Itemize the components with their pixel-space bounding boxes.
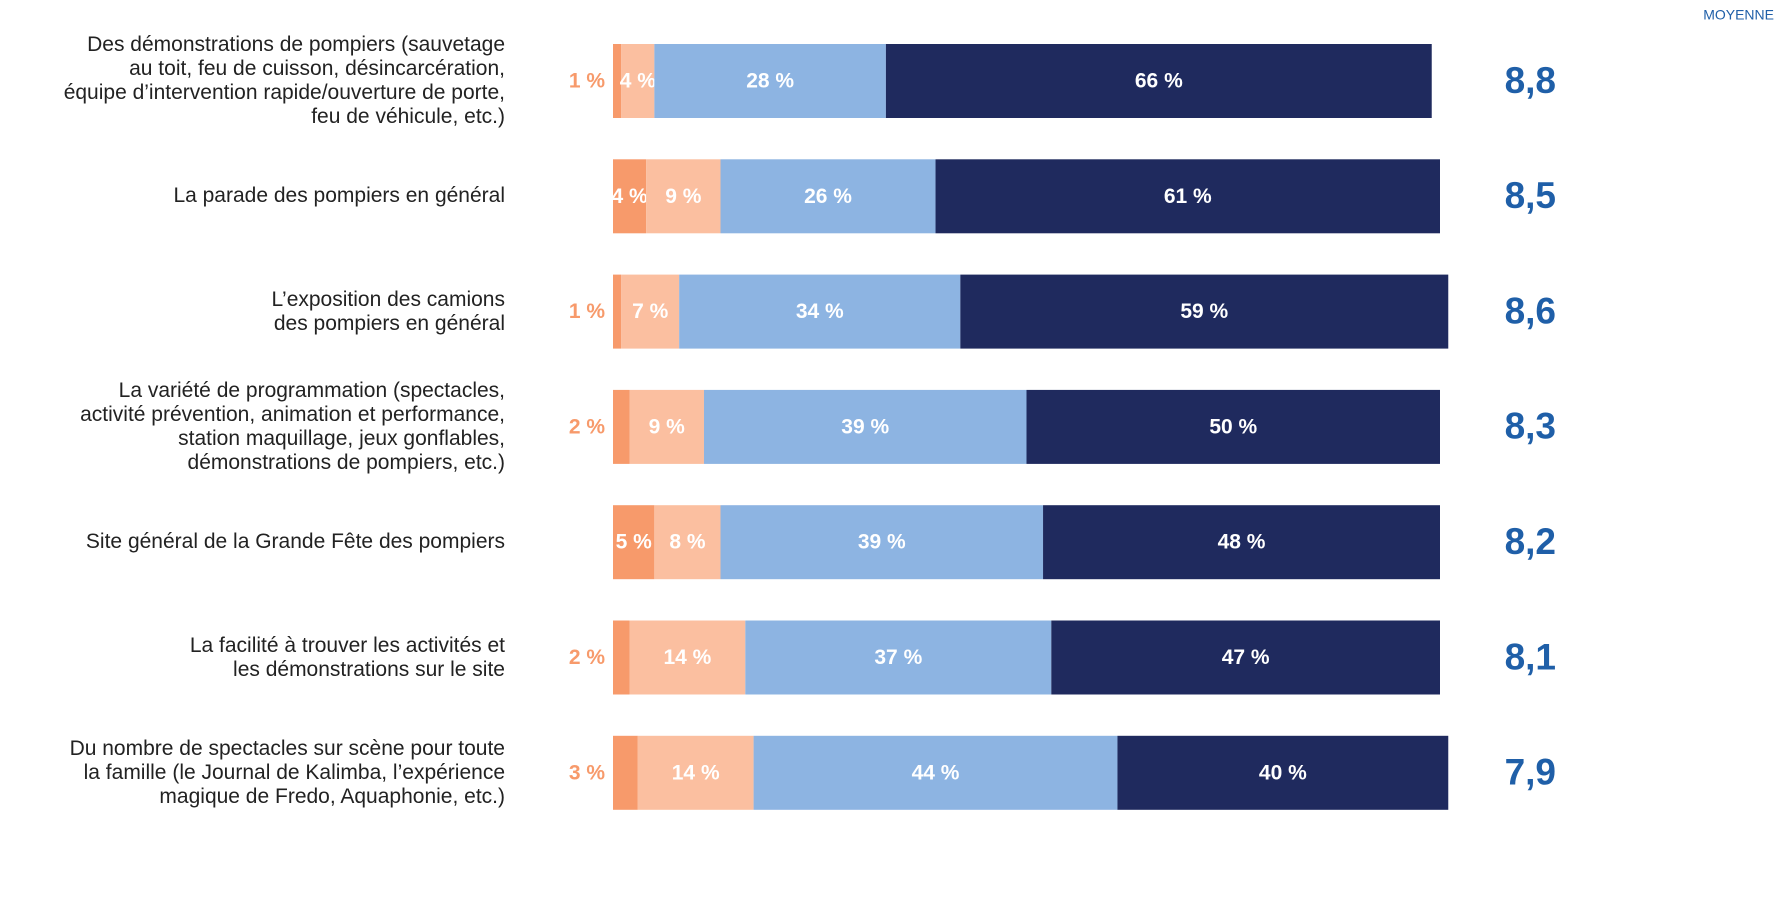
value-label: 9 % bbox=[649, 415, 686, 438]
bar-segment bbox=[621, 44, 655, 118]
bar-segment bbox=[621, 274, 680, 349]
bar-segment bbox=[679, 274, 961, 349]
category-label: Des démonstrations de pompiers (sauvetag… bbox=[63, 33, 505, 128]
value-label: 47 % bbox=[1222, 646, 1270, 669]
value-label: 44 % bbox=[912, 761, 960, 784]
bar-segment bbox=[613, 389, 630, 464]
value-label: 2 % bbox=[569, 415, 606, 438]
bar-segment bbox=[637, 735, 754, 810]
mean-value: 8,2 bbox=[1505, 521, 1556, 562]
category-label: La variété de programmation (spectacles,… bbox=[80, 378, 505, 474]
value-label: 14 % bbox=[663, 646, 711, 669]
bar-segment bbox=[960, 274, 1449, 349]
value-label: 61 % bbox=[1164, 185, 1212, 208]
bar-segment bbox=[753, 735, 1118, 810]
bar-segment bbox=[613, 44, 622, 118]
mean-value: 8,5 bbox=[1505, 175, 1556, 216]
category-label: L’exposition des camions des pompiers en… bbox=[271, 287, 505, 335]
value-label: 39 % bbox=[841, 415, 889, 438]
bar-segment bbox=[613, 735, 638, 810]
value-label: 39 % bbox=[858, 531, 906, 554]
value-label: 50 % bbox=[1209, 415, 1257, 438]
bar-segment bbox=[720, 505, 1044, 580]
bar-segment bbox=[613, 505, 655, 580]
bar-segment bbox=[613, 159, 647, 234]
category-label: Du nombre de spectacles sur scène pour t… bbox=[69, 736, 505, 808]
bar-segment bbox=[1026, 389, 1440, 464]
mean-value: 7,9 bbox=[1505, 752, 1556, 793]
value-label: 2 % bbox=[569, 646, 606, 669]
bar-segment bbox=[613, 274, 622, 349]
bar-segment bbox=[885, 44, 1432, 118]
bar-segment bbox=[654, 44, 886, 118]
bar-segment bbox=[1043, 505, 1440, 580]
value-label: 8 % bbox=[669, 531, 706, 554]
bar-segment bbox=[935, 159, 1440, 234]
value-label: 37 % bbox=[874, 646, 922, 669]
value-label: 14 % bbox=[672, 761, 720, 784]
bar-segment bbox=[703, 389, 1027, 464]
value-label: 1 % bbox=[569, 300, 606, 323]
bar-segment bbox=[646, 159, 721, 234]
mean-title: MOYENNE bbox=[1703, 7, 1774, 23]
category-label: La facilité à trouver les activités et l… bbox=[189, 633, 505, 681]
bar-segment bbox=[745, 620, 1052, 695]
bar-segment bbox=[1117, 735, 1449, 810]
value-label: 9 % bbox=[665, 185, 702, 208]
value-label: 66 % bbox=[1135, 70, 1183, 93]
category-label: Site général de la Grande Fête des pompi… bbox=[85, 530, 505, 554]
mean-value: 8,8 bbox=[1505, 60, 1556, 101]
bar-segment bbox=[654, 505, 721, 580]
bar-segment bbox=[720, 159, 936, 234]
value-label: 59 % bbox=[1180, 300, 1228, 323]
bar-segment bbox=[629, 389, 704, 464]
value-label: 7 % bbox=[632, 300, 669, 323]
value-label: 28 % bbox=[746, 70, 794, 93]
value-label: 40 % bbox=[1259, 761, 1307, 784]
value-label: 1 % bbox=[569, 70, 606, 93]
value-label: 26 % bbox=[804, 185, 852, 208]
mean-value: 8,3 bbox=[1505, 406, 1556, 447]
mean-value: 8,6 bbox=[1505, 290, 1556, 331]
value-label: 3 % bbox=[569, 761, 606, 784]
value-label: 4 % bbox=[611, 185, 648, 208]
value-label: 4 % bbox=[620, 70, 657, 93]
bar-segment bbox=[613, 620, 630, 695]
bar-segment bbox=[1051, 620, 1440, 695]
mean-value: 8,1 bbox=[1505, 636, 1556, 677]
value-label: 5 % bbox=[616, 531, 653, 554]
category-label: La parade des pompiers en général bbox=[173, 184, 505, 208]
value-label: 48 % bbox=[1218, 531, 1266, 554]
bar-segment bbox=[629, 620, 746, 695]
value-label: 34 % bbox=[796, 300, 844, 323]
